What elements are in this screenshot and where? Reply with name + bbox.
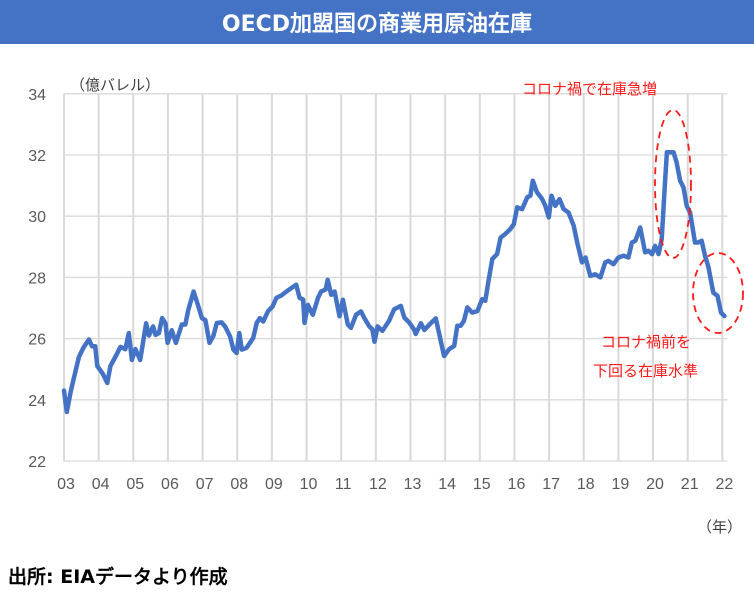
x-tick-label: 18 <box>577 476 595 493</box>
y-tick-label: 32 <box>28 148 46 165</box>
x-tick-label: 22 <box>715 476 733 493</box>
x-tick-label: 08 <box>230 476 248 493</box>
x-tick-label: 21 <box>681 476 699 493</box>
x-axis-ticks: 03 04 05 06 07 08 09 10 11 12 13 14 15 16 17 18 19 20 21 22 <box>57 476 733 493</box>
x-tick-label: 06 <box>161 476 179 493</box>
x-tick-label: 10 <box>300 476 318 493</box>
x-tick-label: 05 <box>126 476 144 493</box>
y-axis-unit-label: （億バレル） <box>70 76 160 94</box>
x-axis-unit-label: （年） <box>697 518 742 536</box>
series-line-oecd-stocks <box>61 149 727 415</box>
x-tick-label: 14 <box>438 476 456 493</box>
y-tick-label: 34 <box>28 87 46 104</box>
y-axis-ticks: 22 24 26 28 30 32 34 <box>28 87 46 471</box>
annotation-covid-surge: コロナ禍で在庫急増 <box>522 80 657 98</box>
x-tick-label: 19 <box>612 476 630 493</box>
annotation-below-precovid-line2: 下回る在庫水準 <box>593 362 698 380</box>
y-tick-label: 22 <box>28 454 46 471</box>
x-tick-label: 17 <box>542 476 560 493</box>
gridlines <box>63 93 728 462</box>
x-tick-label: 20 <box>646 476 664 493</box>
y-tick-label: 30 <box>28 209 46 226</box>
x-tick-label: 12 <box>369 476 387 493</box>
source-note: 出所: EIAデータより作成 <box>8 566 228 588</box>
x-tick-label: 15 <box>473 476 491 493</box>
x-tick-label: 09 <box>265 476 283 493</box>
annotation-ellipse-below-precovid <box>692 252 744 334</box>
x-tick-label: 04 <box>92 476 110 493</box>
chart-title: OECD加盟国の商業用原油在庫 <box>0 0 754 44</box>
x-tick-label: 11 <box>335 476 352 493</box>
x-tick-label: 13 <box>404 476 422 493</box>
y-tick-label: 26 <box>28 332 46 349</box>
x-tick-label: 03 <box>57 476 75 493</box>
annotation-ellipse-covid-surge <box>654 109 692 259</box>
y-tick-label: 28 <box>28 270 46 287</box>
annotation-below-precovid-line1: コロナ禍前を <box>601 333 691 351</box>
x-tick-label: 07 <box>196 476 214 493</box>
x-tick-label: 16 <box>508 476 526 493</box>
y-tick-label: 24 <box>28 393 46 410</box>
